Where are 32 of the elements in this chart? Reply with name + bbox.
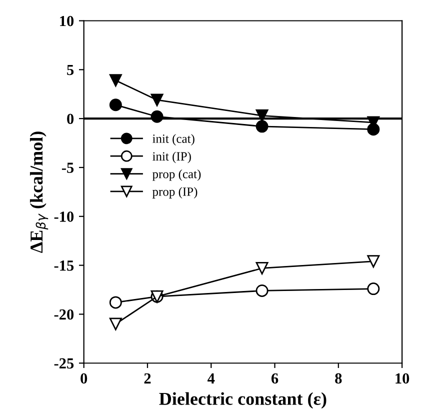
point bbox=[256, 109, 268, 122]
x-tick-label: 8 bbox=[335, 373, 342, 384]
point bbox=[109, 98, 122, 112]
point bbox=[109, 318, 122, 330]
y-tick-label: -15 bbox=[54, 260, 74, 271]
y-tick-label: 10 bbox=[60, 16, 74, 26]
x-axis-title: Dielectric constant (ε) bbox=[159, 392, 326, 409]
point bbox=[256, 262, 268, 274]
x-tick-label: 4 bbox=[208, 373, 215, 384]
x-tick-label: 0 bbox=[80, 373, 88, 384]
y-tick-label: -10 bbox=[54, 212, 74, 222]
y-tick-label: 0 bbox=[67, 114, 74, 124]
point bbox=[150, 110, 164, 123]
legend-label: init (IP) bbox=[152, 152, 191, 164]
legend-label: prop (IP) bbox=[152, 187, 198, 198]
point bbox=[256, 120, 268, 133]
y-tick-label: -5 bbox=[62, 162, 74, 173]
x-tick-label: 2 bbox=[144, 373, 151, 384]
y-axis-title: ΔE$_{βγ}$ (kcal/mol) bbox=[30, 132, 48, 253]
legend-label: init (cat) bbox=[152, 134, 194, 146]
legend-label: prop (cat) bbox=[152, 169, 201, 181]
point bbox=[367, 282, 380, 296]
point bbox=[150, 94, 164, 106]
point bbox=[109, 74, 122, 87]
point bbox=[256, 284, 268, 297]
x-tick-label: 6 bbox=[271, 373, 278, 384]
point bbox=[367, 255, 380, 268]
y-tick-label: 5 bbox=[67, 64, 74, 76]
y-tick-label: -20 bbox=[54, 309, 74, 320]
point bbox=[109, 296, 122, 309]
y-tick-label: -25 bbox=[54, 358, 74, 369]
x-tick-label: 10 bbox=[396, 373, 410, 384]
